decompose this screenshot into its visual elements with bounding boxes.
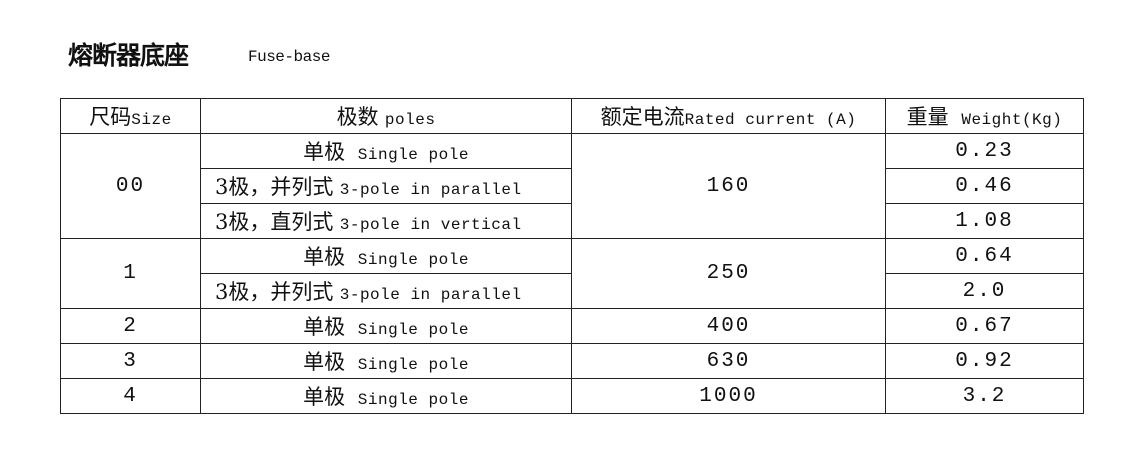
current-cell: 400 bbox=[571, 308, 886, 344]
poles-cn: 3极，并列式 bbox=[215, 280, 334, 304]
header-row: 尺码Size 极数 poles 额定电流Rated current (A) 重量… bbox=[60, 98, 1084, 134]
poles-cn: 3极，并列式 bbox=[215, 175, 334, 199]
table-row: 4 单极 Single pole 1000 3.2 bbox=[60, 378, 1084, 414]
poles-en: Single pole bbox=[357, 251, 469, 269]
current-cell: 630 bbox=[571, 343, 886, 379]
poles-cell: 单极 Single pole bbox=[200, 133, 572, 169]
poles-cn: 3极，直列式 bbox=[215, 210, 334, 234]
table-row: 3极，并列式 3-pole in parallel 0.46 bbox=[61, 168, 1084, 204]
weight-cell: 0.92 bbox=[885, 343, 1084, 379]
poles-en: 3-pole in vertical bbox=[339, 216, 522, 234]
poles-en: Single pole bbox=[357, 321, 469, 339]
current-cell: 1000 bbox=[571, 378, 886, 414]
poles-cn: 单极 bbox=[303, 315, 346, 339]
weight-cell: 0.46 bbox=[885, 168, 1084, 204]
poles-en: Single pole bbox=[357, 356, 469, 374]
size-cell: 3 bbox=[60, 343, 201, 379]
poles-en: Single pole bbox=[357, 146, 469, 164]
poles-cn: 单极 bbox=[303, 350, 346, 374]
poles-cell: 单极 Single pole bbox=[200, 343, 572, 379]
weight-cell: 2.0 bbox=[885, 273, 1084, 309]
poles-cn: 单极 bbox=[303, 245, 346, 269]
size-cell: 4 bbox=[60, 378, 201, 414]
weight-cell: 0.64 bbox=[885, 238, 1084, 274]
poles-en: 3-pole in parallel bbox=[339, 181, 522, 199]
header-poles: 极数 poles bbox=[200, 98, 572, 134]
poles-cell: 3极，并列式 3-pole in parallel bbox=[200, 168, 572, 204]
poles-en: 3-pole in parallel bbox=[339, 286, 522, 304]
poles-cell: 单极 Single pole bbox=[200, 378, 572, 414]
header-current: 额定电流Rated current (A) bbox=[571, 98, 886, 134]
header-size: 尺码Size bbox=[60, 98, 201, 134]
table-row: 3 单极 Single pole 630 0.92 bbox=[60, 343, 1084, 379]
weight-cell: 1.08 bbox=[885, 203, 1084, 239]
size-cell: 2 bbox=[60, 308, 201, 344]
poles-cn: 单极 bbox=[303, 140, 346, 164]
table-row: 00 单极 Single pole 160 0.23 bbox=[60, 133, 1084, 239]
current-cell: 160 bbox=[571, 133, 886, 239]
weight-cell: 0.67 bbox=[885, 308, 1084, 344]
page-title: 熔断器底座 bbox=[68, 41, 189, 70]
weight-cell: 3.2 bbox=[885, 378, 1084, 414]
header-weight: 重量 Weight(Kg) bbox=[885, 98, 1084, 134]
table-row: 3极，直列式 3-pole in vertical 1.08 bbox=[61, 203, 1084, 239]
table-row: 3极，并列式 3-pole in parallel 2.0 bbox=[61, 273, 1084, 309]
weight-cell: 0.23 bbox=[885, 133, 1084, 169]
table-row: 1 单极 Single pole 250 0.64 bbox=[60, 238, 1084, 309]
page-subtitle: Fuse-base bbox=[248, 48, 330, 66]
poles-cn: 单极 bbox=[303, 385, 346, 409]
table-row: 2 单极 Single pole 400 0.67 bbox=[60, 308, 1084, 344]
poles-cell: 3极，直列式 3-pole in vertical bbox=[200, 203, 572, 239]
size-cell: 1 bbox=[60, 238, 201, 309]
size-cell: 00 bbox=[60, 133, 201, 239]
poles-cell: 单极 Single pole bbox=[200, 238, 572, 274]
poles-cell: 单极 Single pole bbox=[200, 308, 572, 344]
poles-cell: 3极，并列式 3-pole in parallel bbox=[200, 273, 572, 309]
current-cell: 250 bbox=[571, 238, 886, 309]
poles-en: Single pole bbox=[357, 391, 469, 409]
fuse-base-table: 尺码Size 极数 poles 额定电流Rated current (A) 重量… bbox=[60, 98, 1084, 414]
